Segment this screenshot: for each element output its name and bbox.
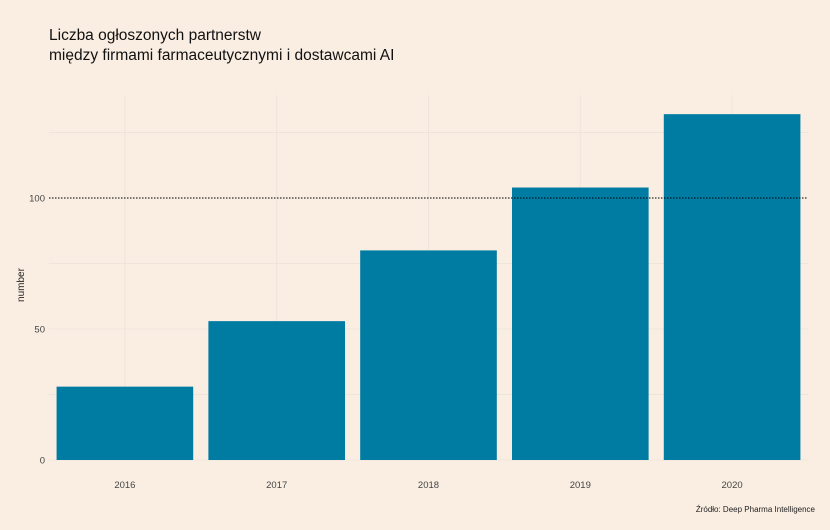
bar-2018 [360, 250, 497, 460]
y-tick-label: 100 [29, 194, 45, 205]
bar-2020 [663, 114, 801, 460]
x-tick-label: 2019 [570, 480, 591, 491]
chart-title-line-1: Liczba ogłoszonych partnerstw [49, 27, 261, 44]
chart-title: Liczba ogłoszonych partnerstw między fir… [49, 26, 394, 66]
bar-2019 [511, 187, 649, 460]
bar-2016 [56, 386, 194, 460]
y-axis-title: number [16, 267, 27, 302]
source-caption: Źródło: Deep Pharma Intelligence [695, 505, 815, 514]
x-tick-label: 2018 [418, 480, 439, 491]
x-tick-label: 2017 [266, 480, 287, 491]
bar-2017 [208, 321, 346, 460]
y-tick-label: 50 [34, 325, 45, 336]
bars [56, 114, 801, 460]
x-tick-labels: 2016 2017 2018 2019 2020 [114, 480, 742, 491]
x-tick-label: 2016 [114, 480, 135, 491]
x-tick-label: 2020 [722, 480, 743, 491]
chart-title-line-2: między firmami farmaceutycznymi i dostaw… [49, 47, 395, 64]
y-tick-labels: 0 50 100 [29, 194, 45, 467]
y-tick-label: 0 [40, 456, 45, 467]
